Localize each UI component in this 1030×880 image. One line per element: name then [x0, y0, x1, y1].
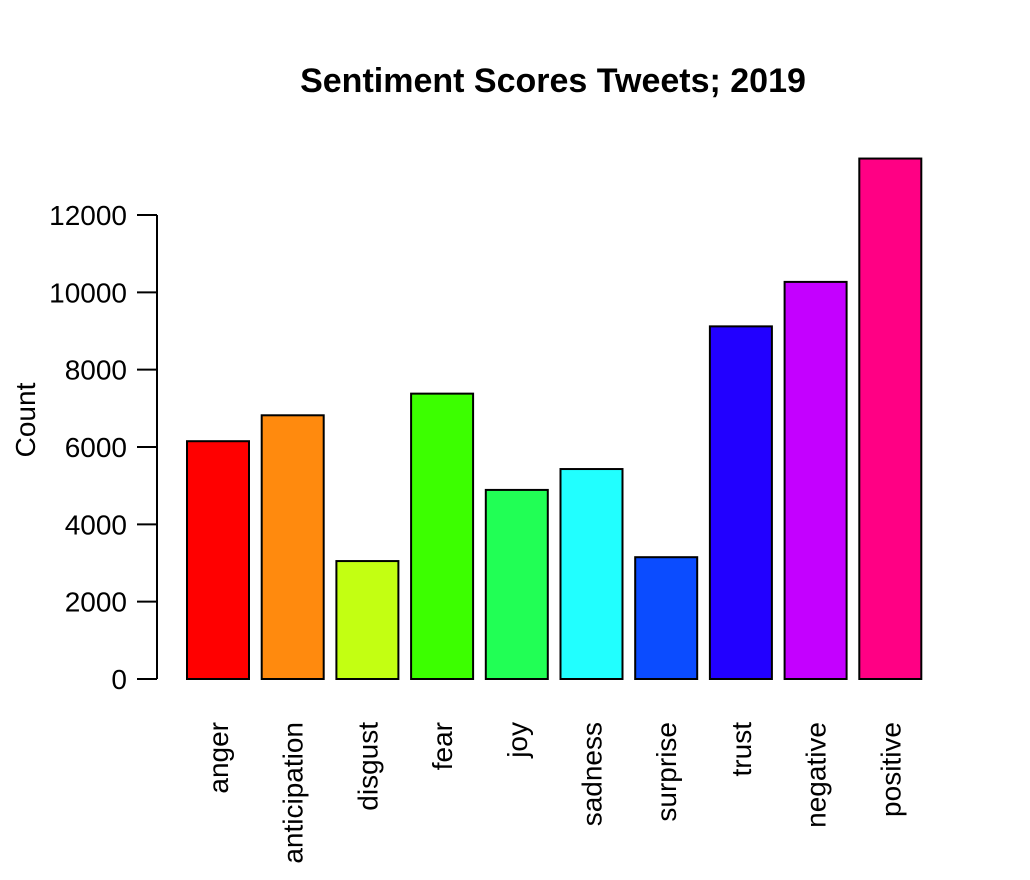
bar-anger: [186, 440, 250, 681]
y-tick-label: 12000: [49, 200, 127, 231]
y-axis-label: Count: [10, 382, 41, 457]
y-tick-label: 2000: [65, 587, 127, 618]
bar-fear: [410, 392, 475, 680]
category-label-fear: fear: [427, 722, 458, 770]
bar-positive: [858, 157, 923, 680]
category-label-anger: anger: [203, 722, 234, 794]
category-label-surprise: surprise: [651, 722, 682, 822]
category-label-sadness: sadness: [577, 722, 608, 826]
y-tick-label: 0: [111, 664, 127, 695]
bar-disgust: [335, 560, 400, 680]
y-tick-label: 4000: [65, 509, 127, 540]
bar-anticipation: [260, 414, 325, 680]
y-tick-label: 6000: [65, 432, 127, 463]
bar-negative: [783, 280, 848, 680]
category-labels: anger anticipation disgust fear joy sadness su…: [203, 722, 906, 864]
chart-title: Sentiment Scores Tweets; 2019: [300, 62, 806, 100]
category-label-joy: joy: [502, 722, 533, 759]
bar-surprise: [634, 556, 699, 681]
bars: [186, 157, 923, 681]
bar-joy: [484, 488, 549, 681]
category-label-negative: negative: [801, 722, 832, 828]
category-label-disgust: disgust: [352, 722, 383, 811]
bar-trust: [708, 325, 773, 680]
y-axis: 0 2000 4000 6000 8000 10000 12000: [49, 200, 158, 695]
category-label-trust: trust: [726, 722, 757, 777]
y-tick-label: 8000: [65, 355, 127, 386]
category-label-positive: positive: [875, 722, 906, 817]
y-tick-label: 10000: [49, 277, 127, 308]
category-label-anticipation: anticipation: [278, 722, 309, 864]
bar-sadness: [559, 468, 624, 681]
